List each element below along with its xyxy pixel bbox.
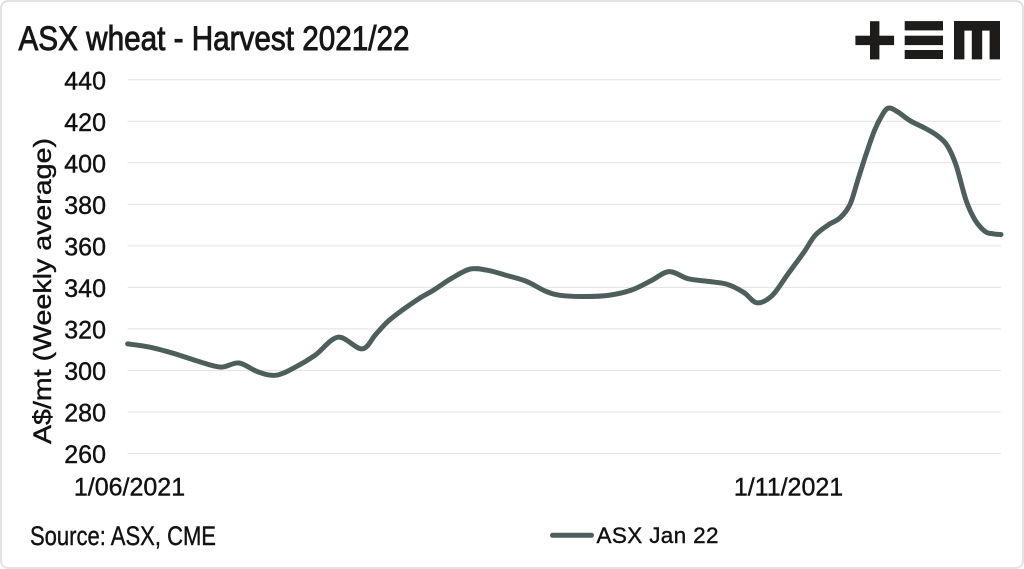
- svg-text:340: 340: [64, 275, 106, 303]
- svg-text:420: 420: [64, 109, 106, 137]
- svg-text:1/06/2021: 1/06/2021: [74, 474, 185, 502]
- svg-text:380: 380: [64, 192, 106, 220]
- svg-text:1/11/2021: 1/11/2021: [734, 474, 843, 502]
- svg-text:ASX Jan 22: ASX Jan 22: [597, 523, 719, 548]
- svg-text:260: 260: [64, 441, 106, 469]
- svg-text:ASX wheat - Harvest 2021/22: ASX wheat - Harvest 2021/22: [19, 20, 410, 58]
- svg-text:300: 300: [64, 358, 106, 386]
- svg-text:360: 360: [64, 234, 106, 262]
- svg-text:Source: ASX, CME: Source: ASX, CME: [30, 521, 216, 551]
- svg-text:400: 400: [64, 150, 106, 178]
- svg-text:440: 440: [64, 67, 106, 95]
- svg-text:A$/mt (Weekly average): A$/mt (Weekly average): [29, 138, 57, 444]
- svg-text:320: 320: [64, 317, 106, 345]
- svg-text:280: 280: [64, 400, 106, 428]
